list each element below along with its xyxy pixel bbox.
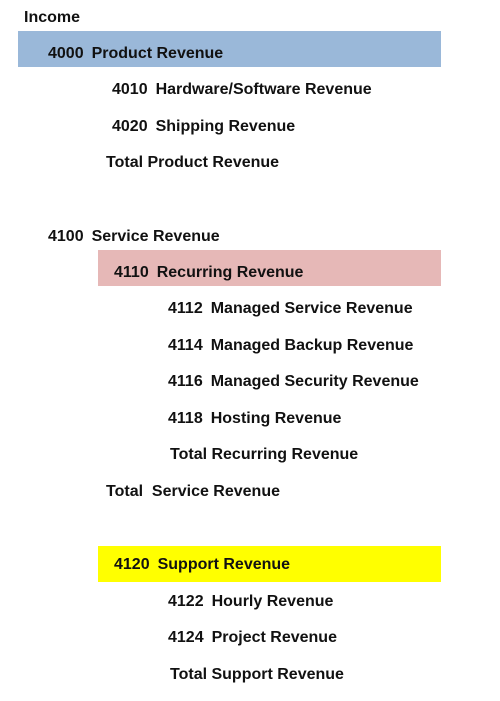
account-row-4116: 4116 Managed Security Revenue	[168, 372, 419, 392]
account-code: 4120	[114, 556, 150, 573]
total-product-revenue: Total Product Revenue	[106, 154, 280, 171]
recurring-revenue-highlight	[98, 250, 441, 286]
account-row-4112: 4112 Managed Service Revenue	[168, 299, 413, 319]
total-recurring-revenue: Total Recurring Revenue	[170, 446, 359, 463]
total-service-revenue: Total Service Revenue	[106, 483, 280, 500]
account-code: 4116	[168, 373, 203, 390]
account-code: 4114	[168, 337, 203, 354]
account-code: 4112	[168, 300, 203, 317]
account-row-4118: 4118 Hosting Revenue	[168, 409, 341, 429]
account-code: 4122	[168, 593, 204, 610]
account-name: Product Revenue	[91, 45, 224, 62]
account-name: Managed Service Revenue	[210, 300, 413, 317]
account-code: 4010	[112, 81, 148, 98]
account-row-4122: 4122 Hourly Revenue	[168, 592, 333, 612]
account-code: 4118	[168, 410, 203, 427]
account-code: 4000	[48, 45, 84, 62]
account-code: 4110	[114, 264, 149, 281]
total-support-revenue: Total Support Revenue	[170, 666, 344, 683]
account-name: Managed Security Revenue	[210, 373, 419, 390]
account-row-4114: 4114 Managed Backup Revenue	[168, 336, 413, 356]
account-row-4020: 4020 Shipping Revenue	[112, 117, 295, 137]
account-name: Project Revenue	[211, 629, 337, 646]
account-row-4100: 4100 Service Revenue	[48, 227, 220, 247]
account-name: Shipping Revenue	[155, 118, 296, 135]
account-row-4120: 4120 Support Revenue	[114, 555, 290, 575]
account-name: Support Revenue	[157, 556, 291, 573]
account-code: 4100	[48, 228, 84, 245]
account-row-4124: 4124 Project Revenue	[168, 628, 337, 648]
account-name: Recurring Revenue	[156, 264, 304, 281]
account-name: Hosting Revenue	[210, 410, 342, 427]
account-code: 4020	[112, 118, 148, 135]
account-name: Service Revenue	[91, 228, 220, 245]
account-name: Hourly Revenue	[211, 593, 334, 610]
account-row-4110: 4110 Recurring Revenue	[114, 263, 303, 283]
account-row-4000: 4000 Product Revenue	[48, 44, 223, 64]
account-name: Managed Backup Revenue	[210, 337, 414, 354]
account-name: Hardware/Software Revenue	[155, 81, 372, 98]
income-heading: Income	[24, 9, 81, 26]
account-code: 4124	[168, 629, 204, 646]
support-revenue-highlight	[98, 546, 441, 582]
account-row-4010: 4010 Hardware/Software Revenue	[112, 80, 372, 100]
product-revenue-highlight	[18, 31, 441, 67]
